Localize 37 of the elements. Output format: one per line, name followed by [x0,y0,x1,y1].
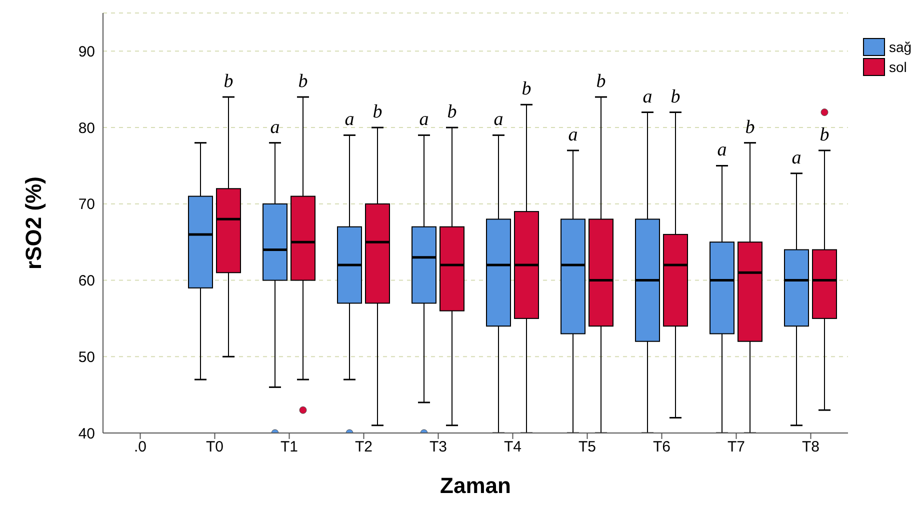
x-tick-label: T4 [504,438,522,456]
y-tick-label: 40 [78,425,95,442]
annotation: a [642,86,652,108]
x-tick-label: T7 [727,438,746,456]
annotation: b [298,71,308,92]
x-tick-label: .0 [134,438,147,456]
annotation: a [568,124,578,146]
x-tick-label: T1 [280,438,298,456]
annotation: b [820,124,830,146]
y-tick-label: 50 [78,348,95,366]
x-tick-label: T2 [354,438,373,456]
x-tick-label: T3 [429,438,448,456]
annotation: a [344,109,354,130]
legend-label: sol [889,59,907,75]
annotation: a [419,109,429,130]
annotation: b [670,86,680,108]
y-axis-title: rSO2 (%) [20,176,46,270]
annotation: b [224,71,234,92]
x-tick-label: T5 [578,438,596,456]
annotation: b [447,102,457,123]
y-tick-label: 70 [78,196,95,214]
annotation: b [745,116,755,138]
annotation: b [372,102,382,123]
y-tick-label: 60 [78,272,95,290]
x-axis-title: Zaman [440,473,511,498]
annotation: b [596,71,606,92]
y-tick-label: 80 [78,120,95,137]
x-tick-label: T0 [206,438,224,456]
annotation: a [792,147,802,168]
annotation: a [270,116,280,138]
y-tick-label: 90 [78,44,95,61]
x-tick-label: T8 [802,438,820,456]
annotation: a [494,109,504,130]
annotation: a [717,140,727,161]
legend-label: sağ [889,39,912,55]
annotation: b [522,78,532,100]
x-tick-label: T6 [652,438,671,456]
